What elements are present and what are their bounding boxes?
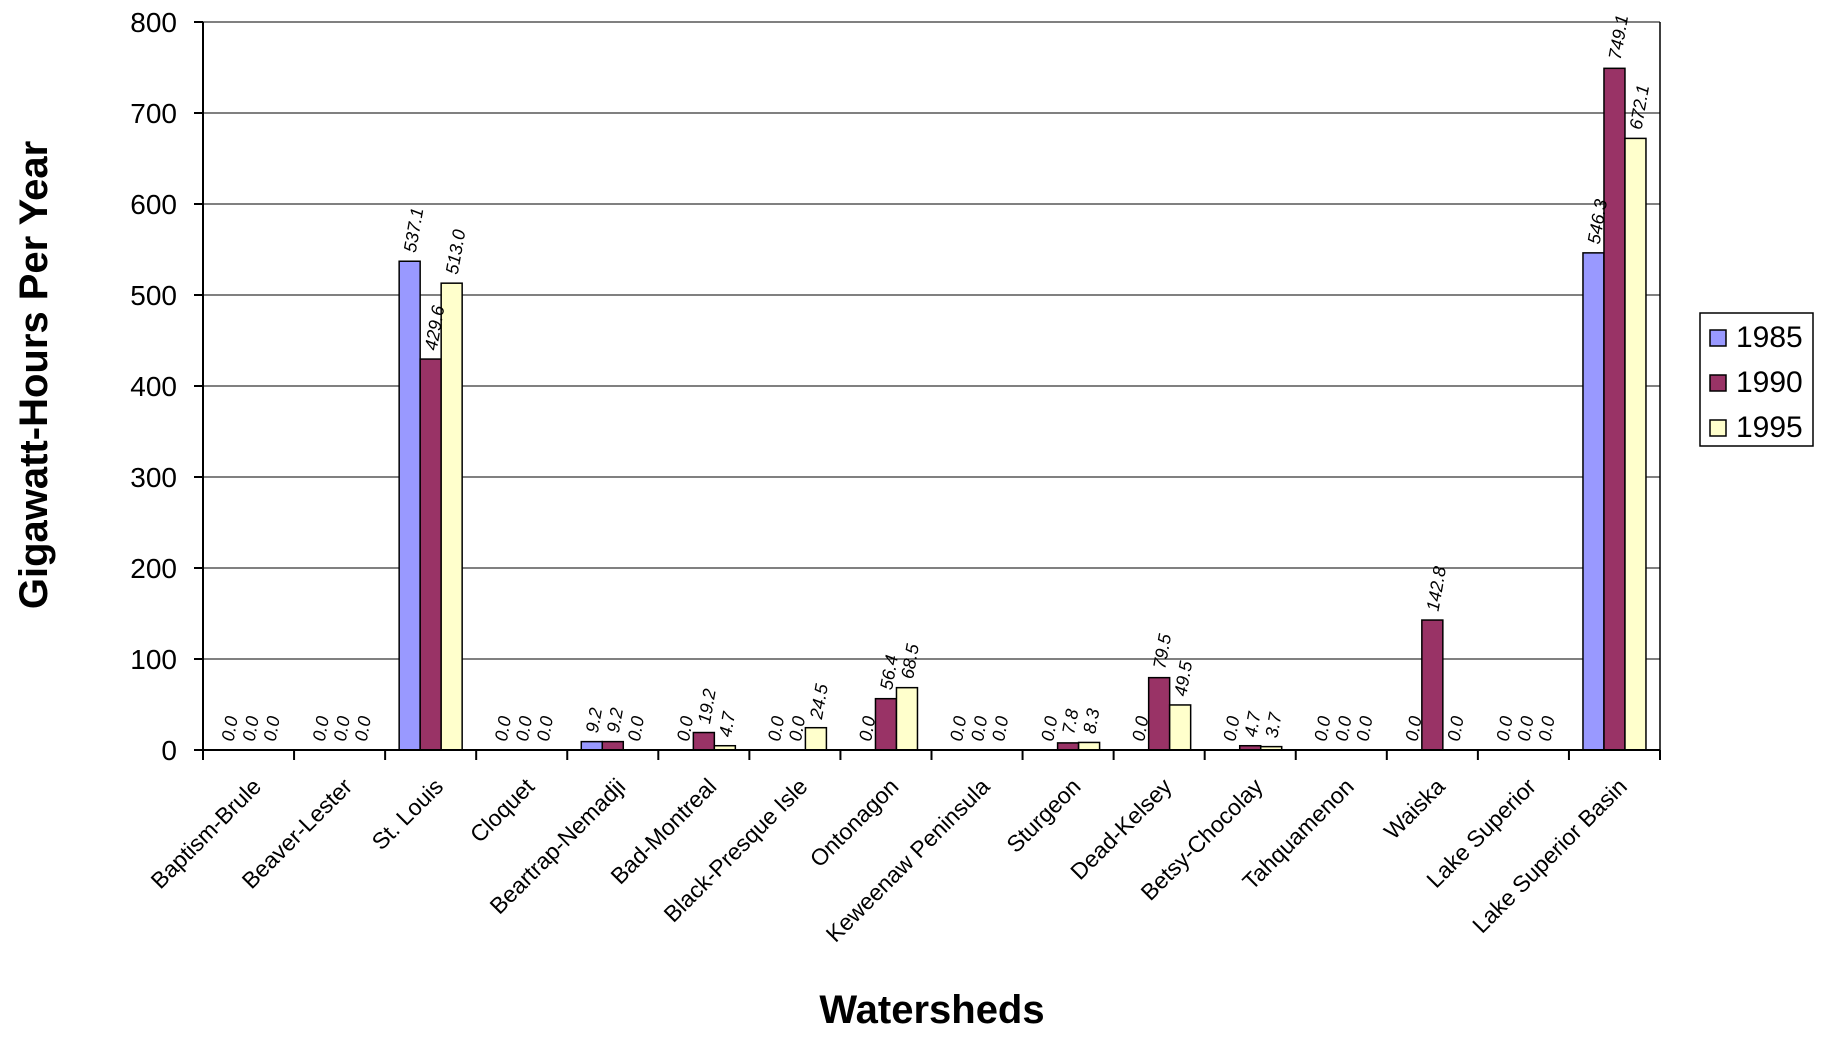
data-label: 4.7	[1240, 709, 1264, 738]
data-label: 0.0	[764, 715, 788, 743]
data-label: 0.0	[260, 715, 284, 743]
data-label: 7.8	[1058, 707, 1082, 735]
y-tick-label: 700	[130, 98, 177, 129]
data-label: 0.0	[533, 715, 557, 743]
legend-swatch-1995	[1709, 419, 1727, 437]
x-axis-label: Watersheds	[819, 988, 1044, 1032]
data-label: 0.0	[673, 715, 697, 743]
data-label: 0.0	[1535, 715, 1559, 743]
y-tick-label: 0	[161, 735, 177, 766]
data-label: 0.0	[1128, 715, 1152, 743]
data-label: 142.8	[1423, 565, 1451, 613]
bar-1990-4	[601, 740, 625, 751]
bar-1985-15	[1582, 252, 1605, 751]
data-label: 672.1	[1626, 83, 1654, 131]
data-label: 0.0	[855, 715, 879, 743]
data-label: 0.0	[1402, 715, 1426, 743]
bar-1990-2	[419, 358, 442, 751]
data-label: 0.0	[1332, 715, 1356, 743]
bar-1990-5	[692, 731, 716, 751]
data-label: 24.5	[806, 681, 832, 721]
data-label: 0.0	[1493, 715, 1517, 743]
data-label: 0.0	[1219, 715, 1243, 743]
legend-swatch-1985	[1709, 329, 1727, 347]
data-label: 0.0	[624, 715, 648, 743]
y-tick-label: 300	[130, 462, 177, 493]
bars	[398, 67, 1647, 751]
bar-1995-10	[1168, 704, 1192, 751]
bar-1990-7	[874, 697, 898, 751]
x-tick-label: Keweenaw Peninsula	[821, 773, 995, 947]
bar-1990-9	[1056, 742, 1080, 751]
legend-label-1990: 1990	[1736, 366, 1803, 399]
x-tick-label: Lake Superior Basin	[1467, 773, 1632, 938]
bar-1995-6	[804, 726, 828, 751]
data-label: 0.0	[1353, 715, 1377, 743]
y-tick-label: 600	[130, 189, 177, 220]
data-label: 49.5	[1170, 659, 1196, 698]
bar-1990-15	[1603, 67, 1626, 751]
y-tick-labels: 0 100 200 300 400 500 600 700 800	[130, 7, 177, 766]
data-label: 9.2	[603, 706, 627, 734]
legend-label-1995: 1995	[1736, 411, 1803, 444]
data-label: 0.0	[946, 715, 970, 743]
data-label: 0.0	[351, 715, 375, 743]
data-label: 19.2	[694, 687, 720, 725]
bar-1990-13	[1421, 619, 1444, 751]
axes	[194, 21, 1661, 760]
x-tick-label: Sturgeon	[1001, 773, 1085, 857]
data-label: 0.0	[330, 715, 354, 743]
data-label: 749.1	[1605, 13, 1633, 61]
bar-1995-15	[1624, 137, 1647, 751]
y-tick-label: 200	[130, 553, 177, 584]
data-label: 0.0	[218, 715, 242, 743]
data-label: 0.0	[967, 715, 991, 743]
y-tick-label: 500	[130, 280, 177, 311]
x-tick-label: Ontonagon	[805, 773, 904, 872]
data-label: 0.0	[309, 715, 333, 743]
data-label: 4.7	[715, 709, 739, 738]
y-tick-label: 800	[130, 7, 177, 38]
data-label: 513.0	[442, 228, 470, 276]
data-label: 0.0	[988, 715, 1012, 743]
data-label: 9.2	[582, 706, 606, 734]
data-label: 0.0	[1311, 715, 1335, 743]
x-tick-label: St. Louis	[367, 773, 449, 855]
x-tick-label: Waiska	[1379, 773, 1450, 844]
data-label: 0.0	[491, 715, 515, 743]
legend-label-1985: 1985	[1736, 321, 1803, 354]
y-tick-label: 100	[130, 644, 177, 675]
data-label: 537.1	[400, 206, 428, 254]
bar-1995-7	[895, 686, 919, 751]
legend: 1985 1990 1995	[1699, 312, 1814, 447]
bar-1990-10	[1147, 676, 1171, 751]
data-label: 3.7	[1261, 710, 1285, 739]
data-label: 0.0	[785, 715, 809, 743]
data-label: 0.0	[1037, 715, 1061, 743]
y-axis-label: Gigawatt-Hours Per Year	[12, 141, 56, 609]
x-tick-label: Cloquet	[465, 773, 540, 848]
bar-1985-4	[580, 740, 604, 751]
legend-swatch-1990	[1709, 374, 1727, 392]
data-label: 68.5	[897, 641, 923, 680]
bar-1995-2	[440, 282, 463, 751]
data-label: 8.3	[1079, 707, 1103, 735]
y-tick-label: 400	[130, 371, 177, 402]
bar-1995-9	[1077, 741, 1101, 751]
data-label: 0.0	[239, 715, 263, 743]
data-label: 0.0	[512, 715, 536, 743]
bar-1985-2	[398, 260, 421, 751]
data-label: 0.0	[1514, 715, 1538, 743]
data-label: 79.5	[1149, 631, 1175, 670]
data-label: 0.0	[1444, 715, 1468, 743]
